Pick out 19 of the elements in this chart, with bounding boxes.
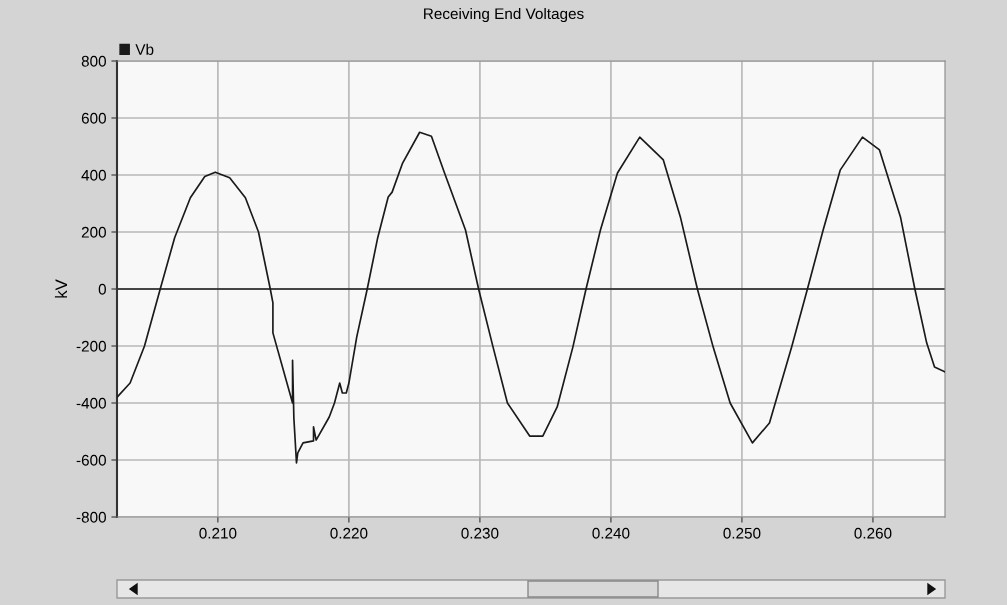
x-tick-label: 0.240 [592,527,630,539]
y-tick-label: -600 [76,454,106,466]
y-tick-label: -200 [76,340,106,352]
y-tick-label: 600 [81,112,106,124]
line-series [117,131,945,464]
y-axis-title: kV [54,279,67,298]
y-tick-label: 800 [81,55,106,67]
x-tick-label: 0.230 [461,527,499,539]
y-tick-label: 200 [81,226,106,238]
x-tick-label: 0.210 [199,527,237,539]
x-tick-label: 0.220 [330,527,368,539]
chart-title: Receiving End Voltages [424,7,584,23]
y-tick-label: -400 [76,397,106,409]
y-tick-label: 0 [98,283,106,295]
x-tick-label: 0.250 [723,527,761,539]
x-tick-label: 0.260 [854,527,892,539]
legend-label: Vb [135,43,154,55]
y-tick-label: -800 [76,511,106,523]
y-tick-label: 400 [81,169,106,181]
